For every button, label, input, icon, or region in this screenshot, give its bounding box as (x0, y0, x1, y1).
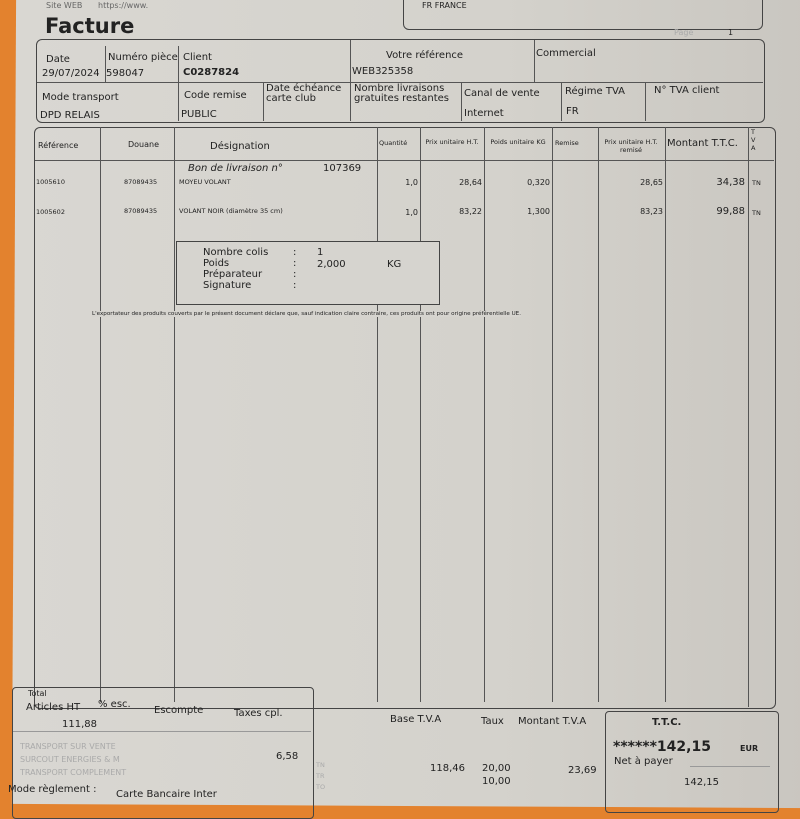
cell-pu-remise: 83,23 (640, 207, 663, 216)
col-header-quantite: Quantité (379, 139, 408, 147)
cell-pu-ht: 28,64 (459, 178, 482, 187)
cell-ref: 1005602 (36, 208, 65, 216)
ttc-currency: EUR (740, 744, 759, 753)
client-label: Client (183, 52, 212, 63)
canal-value: Internet (464, 108, 504, 119)
site-url: https://www. (98, 1, 149, 10)
cell-montant: 99,88 (716, 206, 745, 217)
taux-value-2: 10,00 (482, 776, 511, 787)
items-table (34, 127, 776, 709)
ttc-label: T.T.C. (652, 717, 682, 728)
extra-transport-vente: TRANSPORT SUR VENTE (20, 742, 116, 751)
esc-pct-label: % esc. (98, 699, 131, 710)
extra-value: 6,58 (276, 751, 299, 762)
cell-douane: 87089435 (124, 178, 158, 186)
page-title: Facture (45, 14, 135, 38)
taux-value-1: 20,00 (482, 763, 511, 774)
cell-qte: 1,0 (405, 208, 418, 217)
page-label: Page (674, 28, 694, 37)
export-declaration: L'exportateur des produits couverts par … (92, 311, 521, 317)
page-number: 1 (728, 28, 734, 37)
col-header-designation: Désignation (210, 141, 270, 152)
remise-label: Code remise (184, 90, 247, 101)
signature-label: Signature (203, 280, 252, 291)
echeance-label: Date échéance carte club (266, 83, 342, 104)
colis-box: Nombre colis Poids Préparateur Signature… (176, 241, 440, 305)
cell-designation: VOLANT NOIR (diamètre 35 cm) (179, 207, 283, 215)
cell-tva: TN (752, 179, 761, 187)
regime-value: FR (566, 106, 579, 117)
cell-poids: 1,300 (527, 207, 550, 216)
separator: : (293, 280, 297, 291)
col-header-reference: Référence (38, 141, 79, 150)
cell-ref: 1005610 (36, 178, 65, 186)
ttc-value: ******142,15 (613, 739, 711, 755)
preparateur-label: Préparateur (203, 269, 263, 280)
info-box (36, 39, 765, 123)
total-label: Total (28, 689, 47, 698)
col-header-montant: Montant T.T.C. (667, 138, 738, 149)
taxes-label: Taxes cpl. (234, 708, 283, 719)
livraisons-label: Nombre livraisons gratuites restantes (354, 83, 450, 104)
tva-code-tn: TN (316, 761, 325, 769)
ref-value: WEB325358 (352, 66, 414, 77)
extra-surcout-energies: SURCOUT ENERGIES & M (20, 755, 120, 764)
poids-unit: KG (387, 259, 402, 270)
reglement-value: Carte Bancaire Inter (116, 789, 217, 800)
client-value: C0287824 (183, 67, 240, 78)
canal-label: Canal de vente (464, 88, 540, 99)
bon-number: 107369 (323, 163, 362, 174)
transport-value: DPD RELAIS (40, 110, 100, 121)
date-label: Date (46, 54, 70, 65)
commercial-label: Commercial (536, 48, 596, 59)
net-label: Net à payer (614, 756, 673, 767)
taux-label: Taux (481, 716, 504, 727)
reglement-label: Mode règlement : (8, 784, 97, 795)
transport-label: Mode transport (42, 92, 119, 103)
col-header-pu-remise: Prix unitaire H.T. remisé (604, 138, 658, 154)
address-country: FR FRANCE (422, 1, 467, 10)
cell-tva: TN (752, 209, 761, 217)
cell-designation: MOYEU VOLANT (179, 178, 231, 186)
piece-label: Numéro pièce (108, 52, 178, 63)
colis-label: Nombre colis (203, 247, 269, 258)
date-value: 29/07/2024 (42, 68, 100, 79)
tva-code-tr: TR (316, 772, 325, 780)
site-label: Site WEB (46, 1, 83, 10)
extra-transport-complement: TRANSPORT COMPLEMENT (20, 768, 127, 777)
cell-douane: 87089435 (124, 207, 158, 215)
colis-value: 1 (317, 247, 324, 258)
cell-qte: 1,0 (405, 178, 418, 187)
articles-label: Articles HT (26, 702, 81, 713)
bon-label: Bon de livraison n° (188, 163, 283, 174)
col-header-remise: Remise (555, 139, 579, 147)
cell-pu-remise: 28,65 (640, 178, 663, 187)
separator: : (293, 269, 297, 280)
escompte-label: Escompte (154, 705, 204, 716)
separator: : (293, 258, 297, 269)
cell-pu-ht: 83,22 (459, 207, 482, 216)
ref-label: Votre référence (386, 50, 464, 61)
remise-value: PUBLIC (181, 109, 217, 120)
poids-label: Poids (203, 258, 230, 269)
col-header-tva: T V A (751, 128, 756, 152)
base-tva-value: 118,46 (430, 763, 465, 774)
cell-montant: 34,38 (716, 177, 745, 188)
regime-label: Régime TVA (565, 86, 625, 97)
col-header-douane: Douane (128, 140, 160, 149)
tva-client-label: N° TVA client (654, 85, 720, 96)
poids-value: 2,000 (317, 259, 346, 270)
montant-tva-value: 23,69 (568, 765, 597, 776)
articles-value: 111,88 (62, 719, 97, 730)
cell-poids: 0,320 (527, 178, 550, 187)
net-value: 142,15 (684, 777, 719, 788)
address-box: FR FRANCE (403, 0, 763, 30)
separator: : (293, 247, 297, 258)
col-header-poids: Poids unitaire KG (490, 138, 546, 146)
montant-tva-label: Montant T.V.A (518, 716, 587, 727)
col-header-pu-ht: Prix unitaire H.T. (425, 138, 479, 146)
base-tva-label: Base T.V.A (390, 714, 442, 725)
tva-code-to: TO (316, 783, 326, 791)
piece-value: 598047 (106, 68, 145, 79)
